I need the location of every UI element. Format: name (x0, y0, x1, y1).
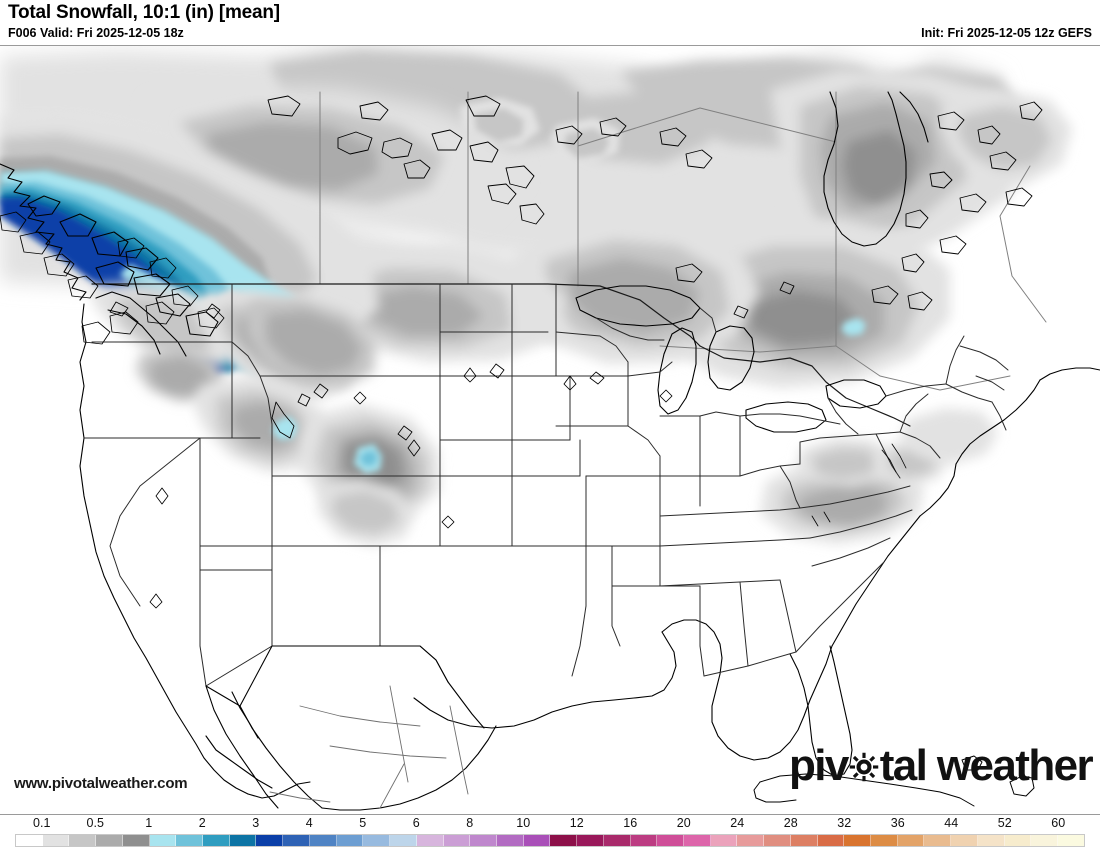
mexico-state-borders (269, 685, 469, 809)
colorbar-swatch[interactable] (283, 835, 310, 846)
coastline-pacific (0, 163, 249, 795)
colorbar-swatch[interactable] (16, 835, 43, 846)
coastline-florida (789, 645, 853, 777)
site-url-watermark[interactable]: www.pivotalweather.com (14, 775, 188, 792)
colorbar-tick: 1 (145, 816, 153, 830)
brand-logo[interactable]: piv (788, 741, 1094, 790)
colorbar-swatch[interactable] (577, 835, 604, 846)
colorbar-swatch[interactable] (657, 835, 684, 846)
colorbar-swatches[interactable] (15, 834, 1085, 847)
colorbar-tick: 28 (783, 816, 798, 830)
sun-gear-icon (849, 746, 879, 782)
state-borders (83, 283, 1009, 687)
international-border (91, 283, 911, 427)
colorbar-swatch[interactable] (951, 835, 978, 846)
terrain-detail (811, 443, 907, 527)
colorbar-swatch[interactable] (336, 835, 364, 846)
colorbar-tick: 5 (359, 816, 367, 830)
colorbar-tick: 12 (569, 816, 584, 830)
colorbar-tick: 0.1 (33, 816, 51, 830)
colorbar-swatch[interactable] (790, 835, 818, 846)
colorbar-swatch[interactable] (69, 835, 97, 846)
alaska-islands (0, 211, 225, 345)
colorbar-swatch[interactable] (496, 835, 524, 846)
colorbar-swatch[interactable] (203, 835, 230, 846)
brand-text-part1: piv (788, 741, 849, 790)
hudson-bay (823, 91, 929, 247)
great-lakes (575, 285, 887, 433)
colorbar-swatch[interactable] (363, 835, 391, 846)
colorbar-tick: 52 (997, 816, 1012, 830)
colorbar-swatch[interactable] (764, 835, 791, 846)
colorbar-swatch[interactable] (390, 835, 417, 846)
colorbar-swatch[interactable] (523, 835, 551, 846)
colorbar-swatch[interactable] (42, 835, 70, 846)
colorbar-swatch[interactable] (924, 835, 952, 846)
colorbar-swatch[interactable] (844, 835, 871, 846)
colorbar-tick: 2 (198, 816, 206, 830)
colorbar-tick: 60 (1051, 816, 1066, 830)
init-time-label: Init: Fri 2025-12-05 12z GEFS (921, 26, 1092, 40)
colorbar-tick: 3 (252, 816, 260, 830)
colorbar-swatch[interactable] (229, 835, 257, 846)
colorbar-tick-labels: 0.1 0.5 1 2 3 4 5 6 8 10 12 16 20 24 28 32 36 44 52 60 (0, 816, 1100, 832)
canada-lakes (267, 95, 1043, 311)
inland-lakes (109, 281, 795, 609)
colorbar-tick: 32 (837, 816, 852, 830)
colorbar-swatch[interactable] (1031, 835, 1059, 846)
coastline-caribbean (753, 755, 1035, 807)
colorbar-swatch[interactable] (96, 835, 123, 846)
colorbar-tick: 24 (730, 816, 745, 830)
colorbar-swatch[interactable] (256, 835, 284, 846)
snowfall-fill-layer (0, 46, 1072, 546)
coastline-gulf-atlantic (413, 367, 1100, 761)
map-canvas[interactable]: www.pivotalweather.com piv (0, 45, 1100, 815)
colorbar-swatch[interactable] (977, 835, 1005, 846)
colorbar-swatch[interactable] (737, 835, 765, 846)
colorbar-tick: 6 (412, 816, 420, 830)
colorbar-swatch[interactable] (817, 835, 845, 846)
colorbar-tick: 16 (623, 816, 638, 830)
colorbar-swatch[interactable] (149, 835, 177, 846)
brand-text-part2: tal weather (879, 741, 1094, 790)
colorbar-swatch[interactable] (871, 835, 898, 846)
page-title: Total Snowfall, 10:1 (in) [mean] (8, 2, 280, 23)
colorbar-tick: 10 (516, 816, 531, 830)
colorbar-swatch[interactable] (683, 835, 711, 846)
colorbar-swatch[interactable] (630, 835, 658, 846)
colorbar-swatch[interactable] (603, 835, 631, 846)
colorbar-tick: 8 (466, 816, 474, 830)
mexico-border (205, 645, 497, 811)
colorbar-swatch[interactable] (550, 835, 578, 846)
colorbar-swatch[interactable] (1058, 835, 1084, 846)
colorbar-swatch[interactable] (443, 835, 471, 846)
header-bar: Total Snowfall, 10:1 (in) [mean] F006 Va… (0, 0, 1100, 45)
colorbar-swatch[interactable] (1004, 835, 1032, 846)
colorbar-tick: 0.5 (86, 816, 104, 830)
colorbar-legend[interactable]: 0.1 0.5 1 2 3 4 5 6 8 10 12 16 20 24 28 32 36 44 52 60 (0, 816, 1100, 850)
colorbar-swatch[interactable] (710, 835, 738, 846)
geography-layer (0, 91, 1100, 811)
colorbar-swatch[interactable] (176, 835, 204, 846)
colorbar-swatch[interactable] (416, 835, 444, 846)
colorbar-tick: 36 (890, 816, 905, 830)
colorbar-swatch[interactable] (122, 835, 150, 846)
snowfall-contour-map[interactable] (0, 46, 1100, 815)
colorbar-swatch[interactable] (897, 835, 925, 846)
colorbar-tick: 20 (676, 816, 691, 830)
valid-time-label: F006 Valid: Fri 2025-12-05 18z (8, 26, 184, 40)
colorbar-swatch[interactable] (470, 835, 497, 846)
colorbar-tick: 44 (944, 816, 959, 830)
colorbar-swatch[interactable] (309, 835, 337, 846)
colorbar-tick: 4 (305, 816, 313, 830)
